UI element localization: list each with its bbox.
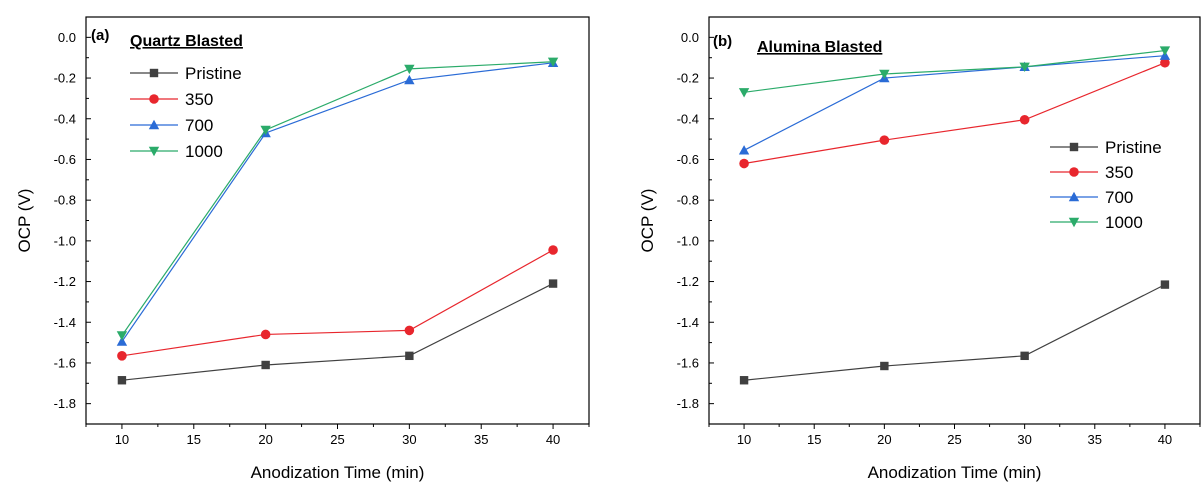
- y-tick-label: -1.8: [54, 396, 76, 411]
- panel-title: Quartz Blasted: [130, 33, 243, 50]
- y-tick-label: -1.4: [677, 315, 699, 330]
- x-tick-label: 10: [115, 432, 129, 447]
- panel-b: 0.0 -0.2 -0.4 -0.6 -0.8 -1.0 -1.2 -1.4 -1.6 -1.8 1…: [638, 16, 1201, 482]
- panel-label: (a): [91, 27, 109, 44]
- y-tick-label: -0.8: [54, 193, 76, 208]
- data-point: [739, 376, 749, 385]
- x-tick-label: 30: [1017, 432, 1031, 447]
- legend-marker: [1068, 217, 1080, 228]
- panel-label: (b): [713, 33, 732, 50]
- series-line-2: [743, 55, 1165, 151]
- x-tick-label: 20: [258, 432, 272, 447]
- data-point: [404, 74, 415, 85]
- series-line-0: [121, 283, 554, 381]
- y-tick-label: -0.4: [54, 111, 76, 126]
- data-point: [739, 158, 749, 169]
- y-tick-label: -1.0: [54, 233, 76, 248]
- series-line-3: [743, 49, 1165, 93]
- legend-label: Pristine: [1105, 138, 1162, 157]
- series-line-2: [121, 62, 554, 342]
- data-point: [547, 57, 559, 67]
- y-tick-label: -1.6: [677, 355, 699, 370]
- panel-a: 0.0 -0.2 -0.4 -0.6 -0.8 -1.0 -1.2 -1.4 -1.6 -1.8 1…: [15, 16, 590, 482]
- x-tick-label: 25: [330, 432, 344, 447]
- data-point: [116, 331, 128, 341]
- legend-marker: [1069, 167, 1079, 177]
- data-point: [1019, 62, 1030, 73]
- x-tick-label: 40: [1158, 432, 1172, 447]
- y-tick-label: -0.2: [54, 71, 76, 86]
- legend-marker: [1069, 142, 1079, 152]
- legend-marker: [1068, 191, 1080, 202]
- y-tick-label: -1.4: [54, 315, 76, 330]
- x-tick-label: 35: [1088, 432, 1102, 447]
- y-tick-label: -0.8: [677, 193, 699, 208]
- legend-label: Pristine: [185, 64, 242, 83]
- legend-marker: [148, 119, 160, 130]
- series-line-0: [744, 284, 1166, 381]
- data-point: [261, 360, 270, 370]
- legend-label: 350: [1105, 163, 1133, 182]
- x-tick-label: 15: [807, 432, 821, 447]
- legend-label: 700: [185, 116, 213, 135]
- series-line-1: [743, 62, 1166, 165]
- x-tick-label: 30: [402, 432, 416, 447]
- y-tick-label: -0.6: [677, 152, 699, 167]
- y-tick-label: -0.6: [54, 152, 76, 167]
- x-tick-label: 35: [474, 432, 488, 447]
- data-point: [260, 329, 271, 340]
- legend-label: 1000: [1105, 213, 1143, 232]
- data-point: [1159, 46, 1171, 56]
- data-point: [260, 125, 271, 136]
- y-tick-label: -1.2: [677, 274, 699, 289]
- legend-marker: [148, 146, 160, 157]
- series-line-3: [121, 61, 554, 336]
- data-point: [1019, 114, 1030, 125]
- data-point: [879, 69, 890, 80]
- data-point: [404, 325, 415, 336]
- data-point: [405, 351, 414, 361]
- data-point: [548, 279, 558, 288]
- y-axis-title: OCP (V): [15, 189, 34, 253]
- data-point: [1020, 351, 1029, 361]
- legend-label: 700: [1105, 188, 1133, 207]
- data-point: [880, 361, 889, 371]
- legend-marker: [149, 68, 159, 78]
- y-tick-label: -0.4: [677, 111, 699, 126]
- x-axis-title: Anodization Time (min): [251, 463, 425, 482]
- data-point: [116, 336, 128, 346]
- legend-marker: [149, 94, 159, 104]
- y-tick-label: -1.8: [677, 396, 699, 411]
- y-tick-label: 0.0: [58, 30, 76, 45]
- x-tick-label: 20: [877, 432, 891, 447]
- data-point: [1160, 57, 1170, 68]
- y-tick-label: -1.2: [54, 274, 76, 289]
- x-axis-title: Anodization Time (min): [868, 463, 1042, 482]
- y-tick-label: -1.0: [677, 233, 699, 248]
- legend-label: 350: [185, 90, 213, 109]
- data-point: [879, 135, 890, 145]
- x-tick-label: 15: [187, 432, 201, 447]
- data-point: [117, 376, 127, 385]
- legend-label: 1000: [185, 142, 223, 161]
- y-tick-label: -0.2: [677, 71, 699, 86]
- series-line-1: [121, 249, 554, 357]
- data-point: [1160, 280, 1170, 289]
- panel-title: Alumina Blasted: [757, 39, 882, 56]
- plot-frame: [85, 16, 590, 425]
- x-tick-label: 25: [947, 432, 961, 447]
- data-point: [117, 351, 127, 361]
- data-point: [738, 145, 750, 155]
- data-point: [404, 64, 415, 75]
- data-point: [738, 88, 750, 98]
- x-tick-label: 40: [546, 432, 560, 447]
- data-point: [548, 245, 558, 255]
- y-tick-label: 0.0: [681, 30, 699, 45]
- y-axis-title: OCP (V): [638, 189, 657, 253]
- x-tick-label: 10: [737, 432, 751, 447]
- y-tick-label: -1.6: [54, 355, 76, 370]
